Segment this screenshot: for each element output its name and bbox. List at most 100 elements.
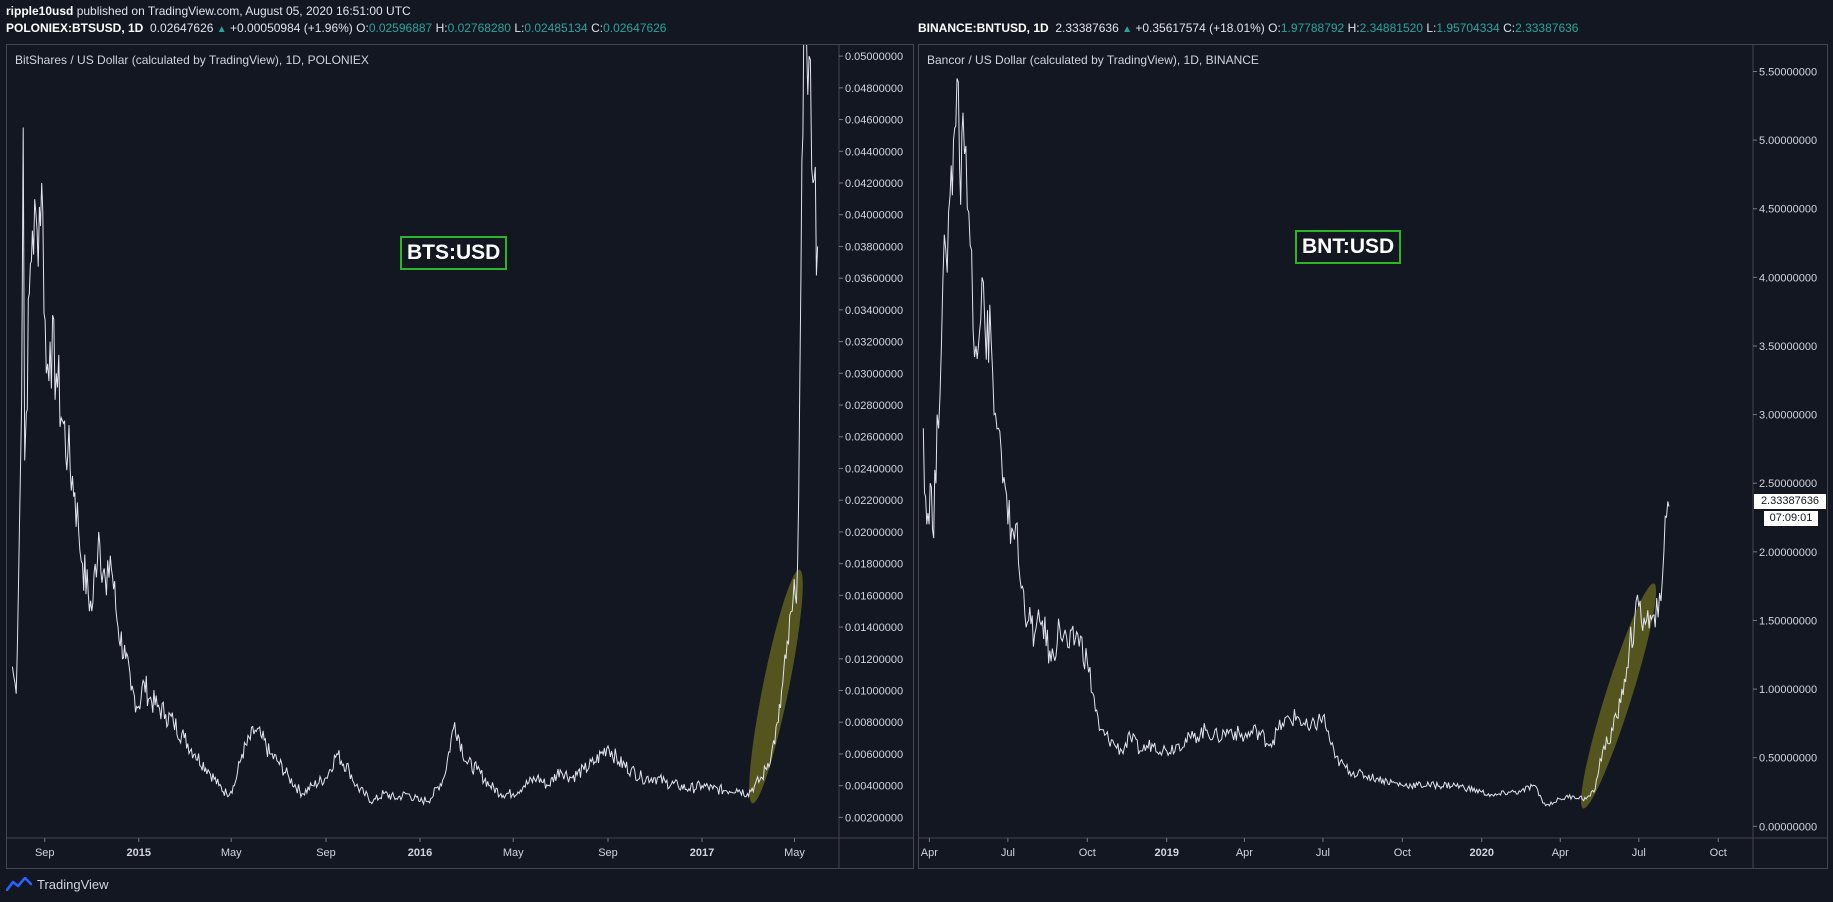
footer-branding: TradingView xyxy=(6,874,109,894)
publish-info: published on TradingView.com, August 05,… xyxy=(76,4,411,18)
left-chart-svg[interactable]: 0.05000000 0.04800000 0.04600000 0.04400000… xyxy=(7,45,913,868)
publisher-name[interactable]: ripple10usd xyxy=(6,4,74,18)
y-tick-label: 0.00400000 xyxy=(845,781,903,793)
y-tick-label: 0.02000000 xyxy=(845,527,903,539)
rally-highlight-ellipse xyxy=(749,569,803,804)
right-l-label: L: xyxy=(1426,21,1437,35)
left-open: 0.02596887 xyxy=(368,21,433,35)
x-tick-label: 2017 xyxy=(690,847,714,859)
x-tick-label: Apr xyxy=(1552,847,1569,859)
y-tick-label: 0.03200000 xyxy=(845,337,903,349)
x-tick-label: Oct xyxy=(1079,847,1096,859)
right-chart-svg[interactable]: 5.50000000 5.00000000 4.50000000 4.00000000… xyxy=(919,45,1827,868)
y-tick-label: 0.02800000 xyxy=(845,400,903,412)
tradingview-brand[interactable]: TradingView xyxy=(37,876,109,892)
right-ohlc-legend: BINANCE:BNTUSD, 1D 2.33387636 ▲ +0.35617… xyxy=(918,21,1578,35)
y-tick-label: 0.04400000 xyxy=(845,146,903,158)
y-tick-label: 2.50000000 xyxy=(1759,478,1817,490)
right-ticker-annotation: BNT:USD xyxy=(1295,230,1402,264)
left-o-label: O: xyxy=(356,21,369,35)
y-tick-label: 4.00000000 xyxy=(1759,272,1817,284)
x-tick-label: Oct xyxy=(1394,847,1411,859)
left-close: 0.02647626 xyxy=(603,21,667,35)
left-ohlc-legend: POLONIEX:BTSUSD, 1D 0.02647626 ▲ +0.0005… xyxy=(6,21,666,35)
right-low: 1.95704334 xyxy=(1436,21,1500,35)
left-ticker-annotation: BTS:USD xyxy=(400,236,508,270)
left-chart-panel[interactable]: 0.05000000 0.04800000 0.04600000 0.04400000… xyxy=(6,44,914,869)
x-tick-label: Jul xyxy=(1632,847,1646,859)
x-tick-label: Sep xyxy=(35,847,55,859)
y-tick-label: 0.03800000 xyxy=(845,241,903,253)
y-tick-label: 4.50000000 xyxy=(1759,204,1817,216)
right-chart-panel[interactable]: 5.50000000 5.00000000 4.50000000 4.00000000… xyxy=(918,44,1828,869)
x-tick-label: May xyxy=(503,847,524,859)
y-tick-label: 0.00800000 xyxy=(845,717,903,729)
y-tick-label: 0.01200000 xyxy=(845,654,903,666)
left-change: +0.00050984 (+1.96%) xyxy=(230,21,353,35)
y-tick-label: 0.04200000 xyxy=(845,178,903,190)
left-symbol[interactable]: POLONIEX:BTSUSD, 1D xyxy=(6,21,144,35)
x-tick-label: Sep xyxy=(316,847,336,859)
x-tick-label: Apr xyxy=(921,847,938,859)
x-tick-label: 2016 xyxy=(408,847,432,859)
x-tick-label: Sep xyxy=(598,847,618,859)
y-tick-label: 0.02600000 xyxy=(845,432,903,444)
right-chart-title: Bancor / US Dollar (calculated by Tradin… xyxy=(927,53,1259,67)
x-tick-label: Jul xyxy=(1316,847,1330,859)
y-tick-label: 0.03600000 xyxy=(845,273,903,285)
y-tick-label: 0.05000000 xyxy=(845,51,903,63)
x-tick-label: May xyxy=(221,847,242,859)
right-bar-countdown: 07:09:01 xyxy=(1764,511,1818,526)
y-tick-label: 0.00600000 xyxy=(845,749,903,761)
x-tick-label: Apr xyxy=(1236,847,1253,859)
x-tick-label: Oct xyxy=(1710,847,1727,859)
y-tick-label: 0.04000000 xyxy=(845,210,903,222)
right-h-label: H: xyxy=(1347,21,1360,35)
right-last-price-tag: 2.33387636 xyxy=(1754,494,1826,509)
x-tick-label: 2019 xyxy=(1154,847,1178,859)
left-price-line xyxy=(11,45,819,806)
left-high: 0.02768280 xyxy=(447,21,511,35)
y-tick-label: 0.03000000 xyxy=(845,368,903,380)
y-tick-label: 1.50000000 xyxy=(1759,615,1817,627)
y-tick-label: 1.00000000 xyxy=(1759,684,1817,696)
x-tick-label: 2015 xyxy=(127,847,151,859)
y-tick-label: 0.04600000 xyxy=(845,115,903,127)
y-tick-label: 0.50000000 xyxy=(1759,753,1817,765)
y-tick-label: 0.02400000 xyxy=(845,463,903,475)
right-price-line xyxy=(922,78,1670,807)
left-last-price: 0.02647626 xyxy=(150,21,214,35)
y-tick-label: 3.50000000 xyxy=(1759,341,1817,353)
tradingview-logo-icon xyxy=(6,877,32,891)
right-open: 1.97788792 xyxy=(1280,21,1345,35)
y-tick-label: 0.01000000 xyxy=(845,686,903,698)
left-chart-title: BitShares / US Dollar (calculated by Tra… xyxy=(15,53,369,67)
y-tick-label: 5.00000000 xyxy=(1759,135,1817,147)
y-tick-label: 0.01600000 xyxy=(845,590,903,602)
y-tick-label: 0.01800000 xyxy=(845,559,903,571)
right-c-label: C: xyxy=(1503,21,1516,35)
rally-highlight-ellipse xyxy=(1581,583,1657,809)
right-up-arrow-icon: ▲ xyxy=(1122,24,1132,35)
right-close: 2.33387636 xyxy=(1515,21,1579,35)
y-tick-label: 0.01400000 xyxy=(845,622,903,634)
y-tick-label: 0.03400000 xyxy=(845,305,903,317)
right-symbol[interactable]: BINANCE:BNTUSD, 1D xyxy=(918,21,1049,35)
left-l-label: L: xyxy=(514,21,525,35)
left-low: 0.02485134 xyxy=(524,21,588,35)
right-o-label: O: xyxy=(1268,21,1281,35)
header-bar: ripple10usd published on TradingView.com… xyxy=(0,0,1833,42)
publish-line: ripple10usd published on TradingView.com… xyxy=(6,4,411,18)
y-tick-label: 0.00200000 xyxy=(845,812,903,824)
right-change: +0.35617574 (+18.01%) xyxy=(1135,21,1265,35)
y-tick-label: 3.00000000 xyxy=(1759,410,1817,422)
y-tick-label: 0.02200000 xyxy=(845,495,903,507)
y-tick-label: 5.50000000 xyxy=(1759,66,1817,78)
left-h-label: H: xyxy=(435,21,448,35)
right-last-price: 2.33387636 xyxy=(1055,21,1119,35)
y-tick-label: 2.00000000 xyxy=(1759,547,1817,559)
right-high: 2.34881520 xyxy=(1359,21,1423,35)
left-c-label: C: xyxy=(591,21,604,35)
x-tick-label: May xyxy=(784,847,805,859)
y-tick-label: 0.00000000 xyxy=(1759,821,1817,833)
